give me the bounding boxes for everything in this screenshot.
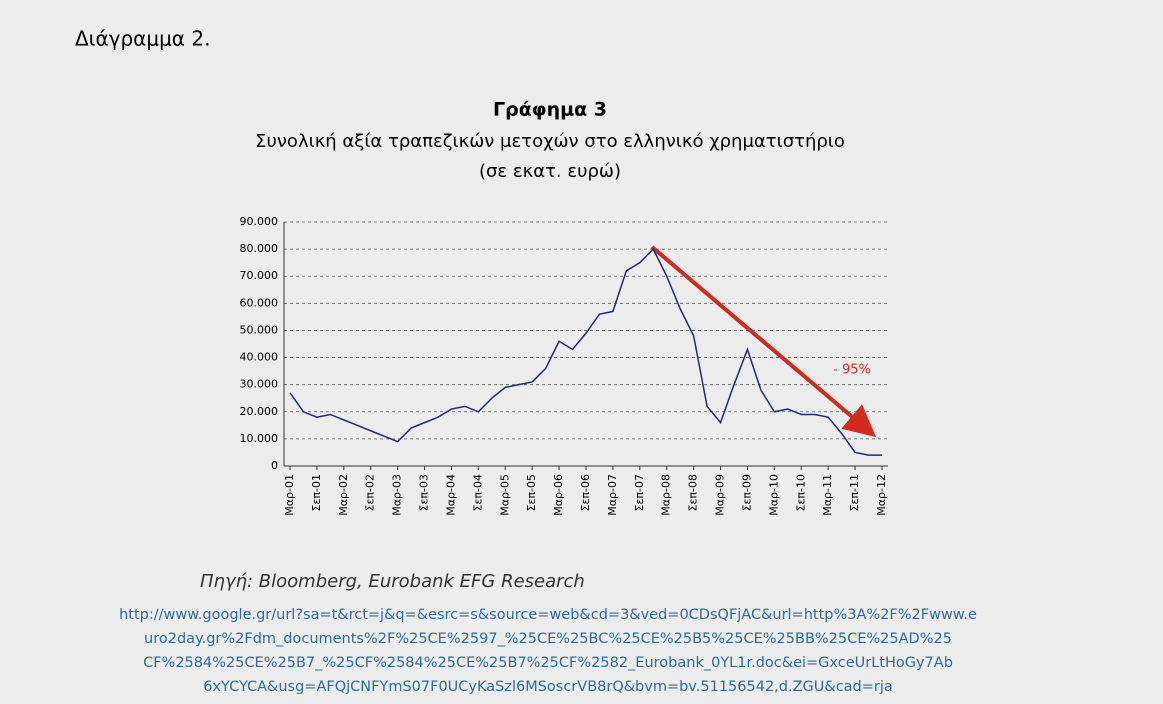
x-tick-label: Μαρ-09 <box>714 474 727 516</box>
url-line: http://www.google.gr/url?sa=t&rct=j&q=&e… <box>119 607 977 623</box>
chart-title: Γράφημα 3 <box>493 99 607 121</box>
y-tick-label: 50.000 <box>240 323 279 336</box>
source: Πηγή: Bloomberg, Eurobank EFG Research <box>200 571 585 592</box>
x-tick-label: Σεπ-02 <box>364 474 377 512</box>
y-tick-label: 40.000 <box>240 351 279 364</box>
x-tick-label: Μαρ-07 <box>606 474 619 516</box>
x-tick-label: Μαρ-03 <box>391 474 404 516</box>
y-tick-label: 20.000 <box>240 405 279 418</box>
unit-note: (σε εκατ. ευρώ) <box>479 161 621 182</box>
url-line: CF%2584%25CE%25B7_%25CF%2584%25CE%25B7%2… <box>143 655 953 671</box>
x-tick-label: Σεπ-08 <box>687 474 700 512</box>
x-tick-label: Σεπ-03 <box>418 474 431 512</box>
x-tick-label: Μαρ-04 <box>444 474 457 516</box>
y-tick-label: 90.000 <box>240 215 279 228</box>
url-line: uro2day.gr%2Fdm_documents%2F%25CE%2597_%… <box>144 631 952 647</box>
x-tick-label: Σεπ-04 <box>471 474 484 512</box>
x-tick-label: Μαρ-10 <box>767 474 780 516</box>
x-tick-label: Μαρ-01 <box>283 474 296 516</box>
url-line: 6xYCYCA&usg=AFQjCNFYmS07F0UCyKaSzl6MSosc… <box>203 679 893 695</box>
x-tick-label: Μαρ-11 <box>821 474 834 516</box>
trend-arrow <box>650 245 877 438</box>
x-tick-label: Μαρ-06 <box>552 474 565 516</box>
y-tick-label: 70.000 <box>240 269 279 282</box>
y-tick-label: 0 <box>271 459 278 472</box>
header: Διάγραμμα 2. <box>75 27 210 51</box>
y-tick-label: 10.000 <box>240 432 279 445</box>
x-tick-label: Μαρ-02 <box>337 474 350 516</box>
x-tick-label: Σεπ-07 <box>633 474 646 512</box>
x-tick-label: Σεπ-09 <box>740 474 753 512</box>
annotation: - 95% <box>833 363 871 378</box>
y-tick-label: 30.000 <box>240 378 279 391</box>
x-tick-label: Μαρ-05 <box>498 474 511 516</box>
x-tick-label: Σεπ-10 <box>794 474 807 512</box>
x-tick-label: Σεπ-06 <box>579 474 592 512</box>
x-tick-label: Σεπ-01 <box>310 474 323 512</box>
x-tick-label: Σεπ-11 <box>848 474 861 512</box>
x-tick-label: Σεπ-05 <box>525 474 538 512</box>
x-tick-label: Μαρ-12 <box>875 474 888 516</box>
line <box>289 247 882 456</box>
y-tick-label: 80.000 <box>240 242 279 255</box>
x-tick-label: Μαρ-08 <box>660 474 673 516</box>
y-tick-label: 60.000 <box>240 296 279 309</box>
chart-subtitle: Συνολική αξία τραπεζικών μετοχών στο ελλ… <box>255 131 845 152</box>
